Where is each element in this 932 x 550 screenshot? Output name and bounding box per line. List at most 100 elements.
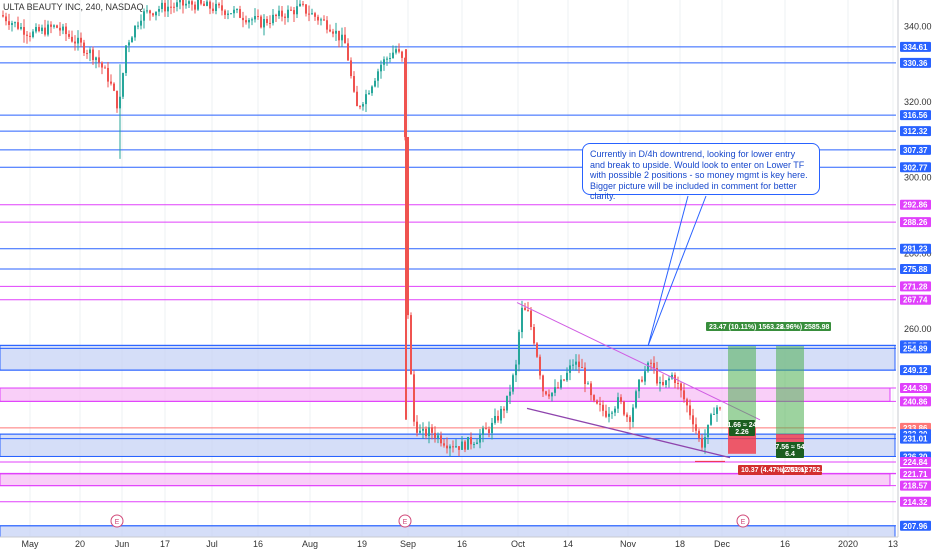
candle-body <box>503 408 505 411</box>
candle-body <box>452 446 454 448</box>
candle-body <box>290 9 292 11</box>
earnings-marker-label: E <box>741 519 746 526</box>
candle-body <box>194 4 196 10</box>
candle-body <box>590 383 592 396</box>
candle-body <box>353 76 355 92</box>
price-tag-label: 221.71 <box>903 470 928 479</box>
candle-body <box>446 445 448 449</box>
candle-body <box>65 26 67 35</box>
annotation-box[interactable]: Currently in D/4h downtrend, looking for… <box>582 143 820 201</box>
candle-body <box>464 441 466 450</box>
candle-body <box>518 332 520 365</box>
candle-body <box>587 383 589 385</box>
candle-body <box>398 49 400 52</box>
candle-body <box>233 9 235 14</box>
candle-body <box>215 3 217 11</box>
price-tag <box>900 496 931 507</box>
candle-body <box>116 90 118 109</box>
price-tag-label: 231.01 <box>903 435 928 444</box>
candle-body <box>638 379 640 392</box>
candle-body <box>683 390 685 400</box>
candle-body <box>20 27 22 29</box>
time-tick-label: 14 <box>563 539 573 549</box>
candle-body <box>605 410 607 417</box>
candle-body <box>242 17 244 21</box>
price-tag <box>900 456 931 467</box>
candle-body <box>122 73 124 97</box>
candle-body <box>710 414 712 425</box>
candle-body <box>437 435 439 438</box>
candle-body <box>8 21 10 25</box>
stop-label-1: 10.37 (4.47%) 751.12 <box>741 467 808 474</box>
price-tag <box>900 294 931 305</box>
price-tag <box>900 468 931 479</box>
candle-body <box>413 374 415 422</box>
time-tick-label: 16 <box>780 539 790 549</box>
candle-body <box>596 400 598 404</box>
target-label-2: 2.96%) 2585.98 <box>780 324 830 331</box>
candle-body <box>2 15 4 17</box>
candle-body <box>572 364 574 366</box>
time-tick-label: 20 <box>75 539 85 549</box>
candle-body <box>659 381 661 384</box>
candle-body <box>635 391 637 408</box>
candle-body <box>365 94 367 105</box>
candle-body <box>221 5 223 11</box>
price-tag-label: 214.32 <box>903 498 928 507</box>
candle-body <box>35 27 37 32</box>
candle-body <box>17 22 19 29</box>
candle-body <box>473 444 475 446</box>
annotation-pointer <box>647 195 707 347</box>
candle-body <box>230 13 232 15</box>
price-tick-label: 260.00 <box>904 324 932 334</box>
candle-body <box>560 379 562 388</box>
candle-body <box>536 343 538 357</box>
price-tag-label: 271.28 <box>903 282 928 291</box>
candle-body <box>515 364 517 376</box>
candle-body <box>395 49 397 53</box>
candle-body <box>86 53 88 55</box>
candle-body <box>128 42 130 46</box>
price-tag <box>900 343 931 354</box>
candle-body <box>383 59 385 65</box>
candle-body <box>359 106 361 108</box>
candle-body <box>74 41 76 44</box>
stop-label-2: (2.03%) 752.14 <box>782 467 830 474</box>
candle-body <box>125 45 127 74</box>
candle-body <box>293 10 295 15</box>
candle-body <box>257 16 259 18</box>
candle-gap-down <box>405 49 407 420</box>
price-tag <box>900 520 931 531</box>
candle-body <box>188 1 190 4</box>
position-tools[interactable]: 23.47 (10.11%) 1563.282.96%) 2585.98 1.66… <box>706 322 831 475</box>
candle-body <box>650 362 652 364</box>
candle-body <box>236 9 238 11</box>
candle-body <box>302 3 304 5</box>
candle-body <box>110 81 112 84</box>
candle-body <box>176 2 178 7</box>
position-tool-2[interactable] <box>776 346 804 451</box>
candle-body <box>458 446 460 450</box>
candle-body <box>200 0 202 4</box>
candle-body <box>356 91 358 107</box>
candle-body <box>668 378 670 381</box>
price-tag-label: 226.30 <box>903 452 928 461</box>
price-tag-label: 281.23 <box>903 245 928 254</box>
candle-body <box>335 30 337 34</box>
time-tick-label: May <box>21 539 39 549</box>
candle-body <box>164 2 166 12</box>
candle-body <box>662 381 664 385</box>
candle-body <box>266 19 268 23</box>
candle-body <box>323 19 325 21</box>
price-tag-label: 275.88 <box>903 265 928 274</box>
candle-body <box>284 16 286 18</box>
candle-body <box>593 395 595 401</box>
position-tool-1[interactable] <box>728 346 756 454</box>
candle-body <box>542 375 544 392</box>
earnings-marker <box>110 514 124 528</box>
candle-body <box>59 27 61 31</box>
candle-body <box>218 3 220 6</box>
candle-body <box>608 413 610 417</box>
candle-body <box>269 22 271 24</box>
